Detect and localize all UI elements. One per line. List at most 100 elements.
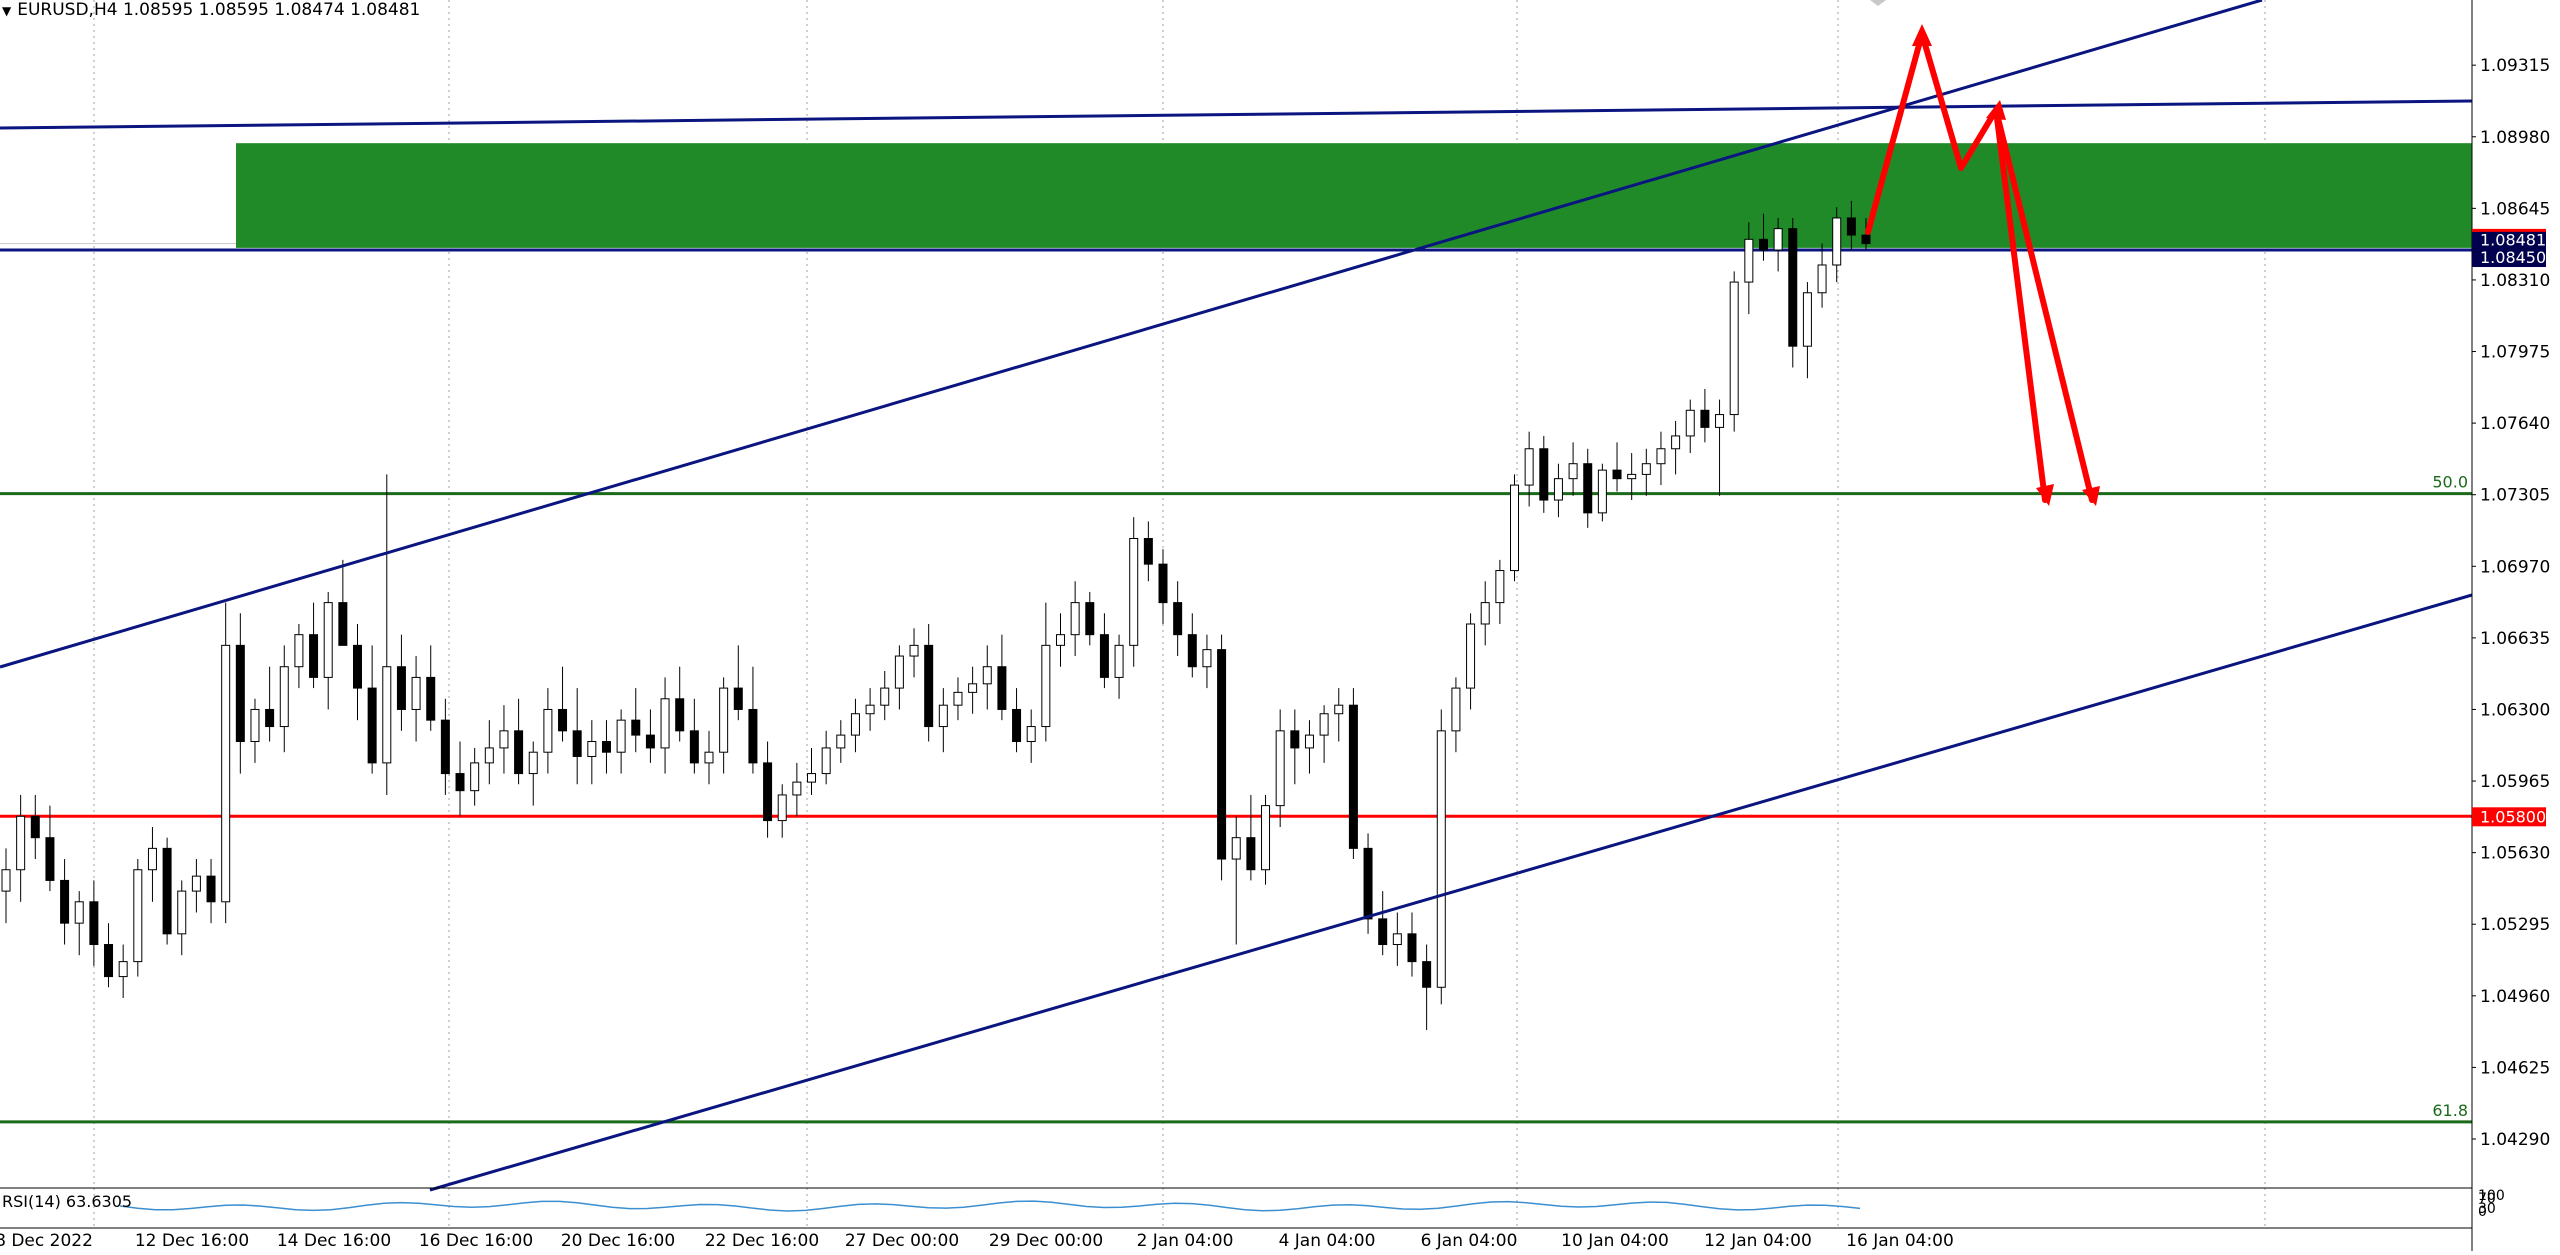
candle-body <box>645 734 655 749</box>
candle <box>396 634 406 731</box>
candle-body <box>792 781 802 796</box>
candle-body <box>836 734 846 749</box>
candle-body <box>470 762 480 792</box>
rsi-scale-label: 0 <box>2478 1204 2487 1220</box>
candle <box>821 730 831 785</box>
y-tick-label: 1.05965 <box>2480 772 2550 792</box>
y-tick-label: 1.08310 <box>2480 271 2550 291</box>
candle <box>323 591 333 710</box>
candle <box>294 623 304 689</box>
arrow-head-down <box>2036 484 2054 506</box>
candle <box>1641 448 1651 496</box>
candle-body <box>1583 463 1593 514</box>
forecast-arrow-path <box>1865 31 2048 503</box>
x-tick-label: 22 Dec 16:00 <box>705 1231 819 1251</box>
candle <box>1217 634 1227 881</box>
candle-body <box>1802 292 1812 347</box>
candle <box>1539 435 1549 513</box>
candle-body <box>1510 484 1520 572</box>
candle-body <box>1143 538 1153 565</box>
candle <box>338 559 348 646</box>
arrow-head-down-2 <box>2082 486 2100 506</box>
candle <box>880 670 890 721</box>
horizontal-levels: 50.0 61.8 <box>0 243 2472 1124</box>
candle-body <box>821 747 831 775</box>
y-tick-label: 1.04625 <box>2480 1058 2550 1078</box>
candle <box>1817 243 1827 308</box>
candle <box>587 720 597 785</box>
candle <box>1510 474 1520 582</box>
candle <box>792 762 802 817</box>
candle <box>104 923 114 988</box>
candle-body <box>1231 837 1241 860</box>
candle <box>45 805 55 892</box>
rsi-scale-label: 70 <box>2478 1191 2496 1207</box>
candle-body <box>631 719 641 736</box>
candle-body <box>1846 217 1856 236</box>
candle <box>1846 200 1856 251</box>
menu-arrow-icon[interactable]: ▼ <box>2 4 12 18</box>
candle-body <box>1612 469 1622 480</box>
candle-body <box>191 875 201 892</box>
candle-body <box>924 644 934 728</box>
candle <box>1480 581 1490 646</box>
candle <box>865 688 875 731</box>
candle-body <box>1539 448 1549 501</box>
candle-body <box>1041 644 1051 728</box>
candle <box>1319 705 1329 763</box>
x-tick-label: 12 Jan 04:00 <box>1704 1231 1812 1251</box>
candle <box>1334 688 1344 742</box>
candle <box>133 859 143 977</box>
price-axis: 1.09315 1.08980 1.08645 1.08310 1.07975 1.076… <box>2471 0 2550 1251</box>
fib-label-50.0: 50.0 <box>2432 473 2468 492</box>
candle-body <box>1744 238 1754 283</box>
candle-body <box>235 644 245 743</box>
candle-body <box>1026 726 1036 743</box>
candle <box>616 709 626 774</box>
candle-body <box>1451 687 1461 732</box>
candle <box>894 645 904 710</box>
candle-body <box>440 719 450 775</box>
candle-body <box>1788 228 1798 347</box>
candle <box>1583 448 1593 528</box>
candle <box>733 645 743 721</box>
candle <box>265 666 275 742</box>
candle-body <box>16 815 26 871</box>
candle <box>352 623 362 721</box>
candle-body <box>1 869 11 892</box>
candle <box>1041 602 1051 742</box>
candle-body <box>382 666 392 764</box>
candle <box>1495 559 1505 624</box>
candle-body <box>953 691 963 706</box>
candle-body <box>221 644 231 903</box>
candle-body <box>894 655 904 689</box>
candle <box>1758 213 1768 261</box>
candle-body <box>1656 448 1666 465</box>
candle-body <box>572 730 582 757</box>
candle-body <box>294 634 304 668</box>
candle <box>1715 399 1725 496</box>
y-tick-label: 1.07305 <box>2480 486 2550 506</box>
candle-body <box>1729 281 1739 416</box>
candle-body <box>118 961 128 978</box>
symbol-header[interactable]: ▼ EURUSD,H4 1.08595 1.08595 1.08474 1.084… <box>2 0 420 20</box>
y-tick-label: 1.05295 <box>2480 915 2550 935</box>
candle <box>1597 463 1607 522</box>
candle <box>1700 388 1710 443</box>
channel-line-upper <box>0 0 2263 669</box>
price-label-bg <box>2472 230 2546 250</box>
y-tick-label: 1.05630 <box>2480 844 2550 864</box>
candle-body <box>279 666 289 728</box>
candle-body <box>1187 634 1197 668</box>
candle <box>938 688 948 753</box>
candle <box>1231 816 1241 945</box>
candle-body <box>1700 409 1710 428</box>
candle <box>499 705 509 774</box>
candle-body <box>1304 734 1314 749</box>
candle-body <box>1553 478 1563 501</box>
candle-body <box>528 751 538 775</box>
candle-body <box>396 666 406 710</box>
candle-body <box>982 666 992 685</box>
candle-body <box>1158 563 1168 604</box>
